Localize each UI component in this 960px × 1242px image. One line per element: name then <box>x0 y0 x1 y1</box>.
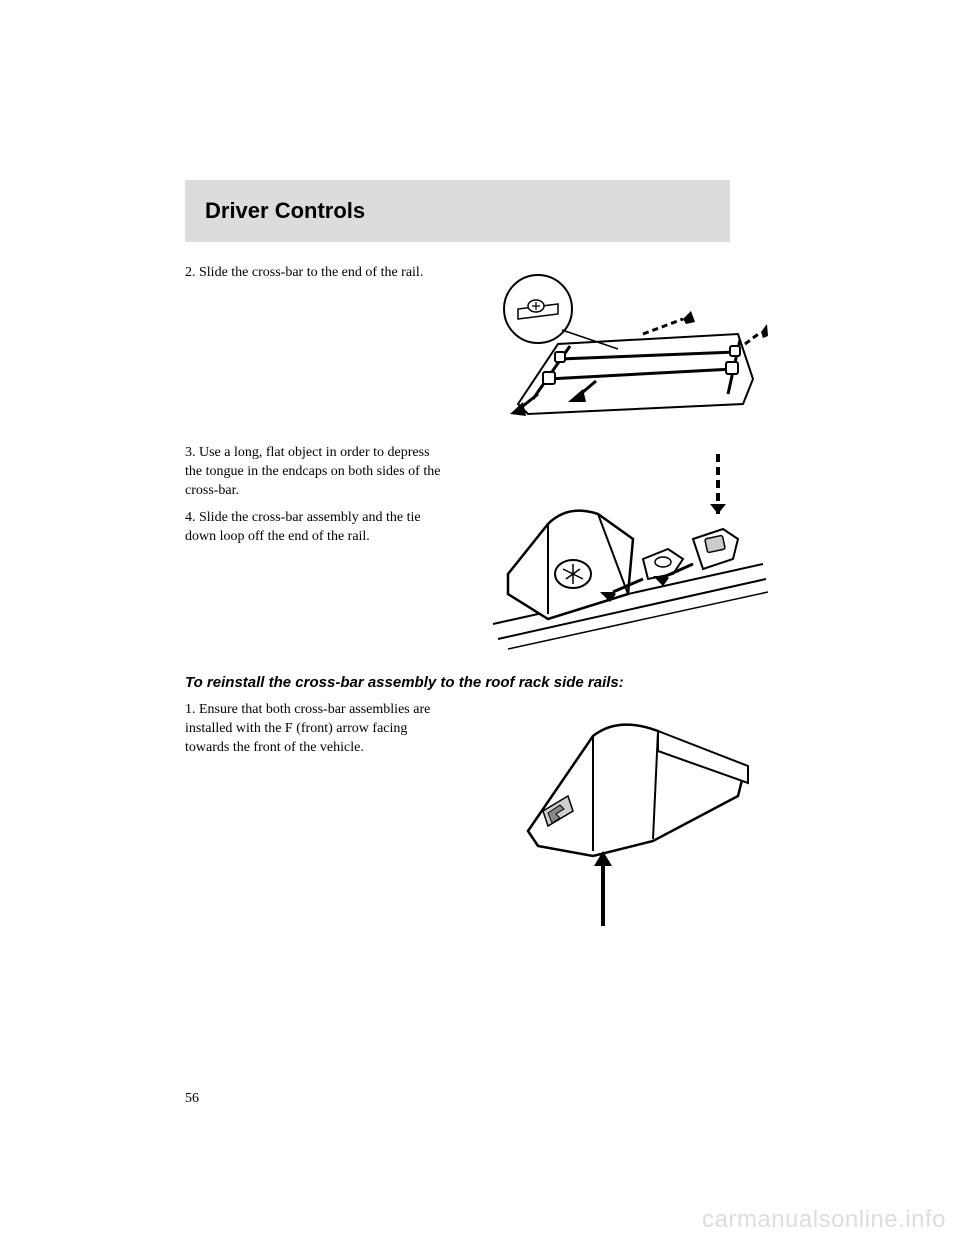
page-number: 56 <box>185 1091 199 1107</box>
step-2-text: 2. Slide the cross-bar to the end of the… <box>185 264 445 424</box>
section-header-band: Driver Controls <box>185 180 730 242</box>
figure-2-container <box>455 444 800 654</box>
roof-rack-overhead-icon <box>488 264 768 424</box>
reinstall-step-1-block: 1. Ensure that both cross-bar assemblies… <box>185 701 800 931</box>
reinstall-step-1-para: 1. Ensure that both cross-bar assemblies… <box>185 701 445 758</box>
step-2-block: 2. Slide the cross-bar to the end of the… <box>185 264 800 424</box>
reinstall-step-1-text: 1. Ensure that both cross-bar assemblies… <box>185 701 445 931</box>
crossbar-endcap-icon <box>488 444 768 654</box>
figure-1-container <box>455 264 800 424</box>
step-3-4-block: 3. Use a long, flat object in order to d… <box>185 444 800 654</box>
step-4-para: 4. Slide the cross-bar assembly and the … <box>185 509 445 547</box>
figure-3-container <box>455 701 800 931</box>
step-3-4-text: 3. Use a long, flat object in order to d… <box>185 444 445 654</box>
step-2-para: 2. Slide the cross-bar to the end of the… <box>185 264 445 283</box>
reinstall-subheading: To reinstall the cross-bar assembly to t… <box>185 674 800 691</box>
manual-page: Driver Controls 2. Slide the cross-bar t… <box>0 0 960 1242</box>
section-title: Driver Controls <box>205 198 710 224</box>
watermark-text: carmanualsonline.info <box>702 1206 946 1234</box>
crossbar-f-arrow-icon <box>498 701 758 931</box>
step-3-para: 3. Use a long, flat object in order to d… <box>185 444 445 501</box>
